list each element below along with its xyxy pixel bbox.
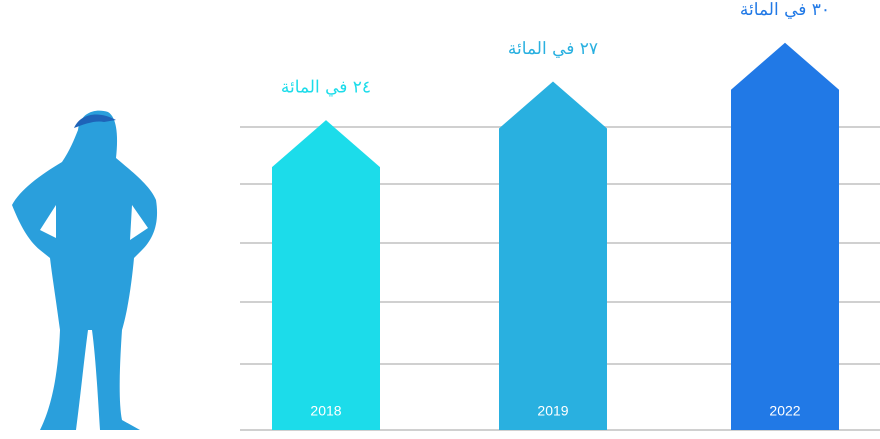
category-label: 2018 <box>310 403 341 419</box>
arrow-bar <box>272 120 380 430</box>
arrow-bar <box>499 81 607 430</box>
value-label: ٣٠ في المائة <box>740 0 830 20</box>
person-silhouette <box>12 111 157 430</box>
category-label: 2022 <box>769 403 800 419</box>
chart: ٢٤ في المائة 2018 ٢٧ في المائة 2019 ٣٠ في ال… <box>0 0 880 439</box>
arrow-bar <box>731 43 839 430</box>
value-label: ٢٤ في المائة <box>281 78 371 98</box>
value-label: ٢٧ في المائة <box>508 39 598 59</box>
category-label: 2019 <box>537 403 568 419</box>
